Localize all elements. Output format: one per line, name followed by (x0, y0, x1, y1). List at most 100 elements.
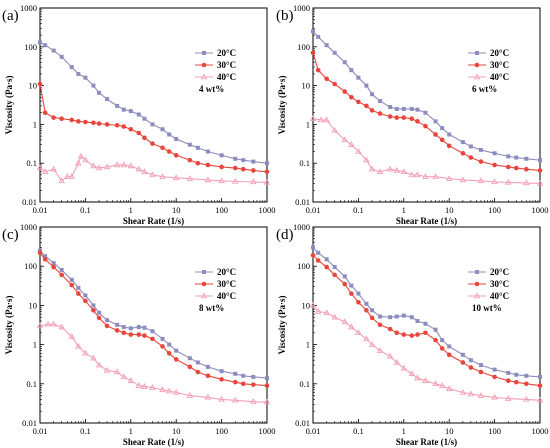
data-point-square (492, 367, 497, 372)
y-tick-label: 10 (29, 300, 38, 310)
y-tick-label: 100 (297, 42, 310, 52)
data-point-circle (251, 168, 256, 173)
data-point-square (506, 154, 511, 159)
data-point-circle (128, 332, 134, 337)
data-point-circle (401, 115, 407, 120)
legend-label: 30°C (217, 279, 236, 289)
data-point-circle (76, 119, 81, 124)
data-point-circle (128, 126, 134, 132)
data-point-circle (332, 81, 337, 87)
data-point-circle (415, 332, 420, 337)
data-point-circle (377, 111, 383, 116)
data-point-square (251, 159, 256, 164)
data-point-circle (166, 149, 172, 154)
data-point-square (241, 373, 246, 378)
data-point-square (478, 363, 483, 368)
data-point-triangle (386, 352, 394, 359)
data-point-circle (104, 323, 110, 329)
data-point-circle (142, 135, 147, 141)
data-point-circle (394, 115, 400, 120)
data-point-square (128, 109, 133, 114)
data-point-circle (446, 352, 452, 358)
plot-frame (312, 7, 541, 203)
plot-frame (39, 226, 268, 424)
x-tick-label: 1000 (259, 426, 276, 436)
data-point-circle (150, 336, 155, 342)
data-point-circle (96, 315, 102, 321)
y-tick-label: 1000 (20, 3, 37, 13)
data-point-circle (369, 108, 375, 113)
data-point-circle (219, 164, 224, 170)
data-point-square (514, 372, 519, 377)
data-point-circle (91, 120, 96, 126)
y-axis-title: Viscosity (Pa·s) (277, 76, 287, 135)
data-point-circle (492, 162, 497, 168)
data-point-triangle (414, 171, 421, 178)
panel-label: (d) (276, 227, 294, 243)
data-point-triangle (477, 177, 485, 184)
data-point-square (59, 267, 64, 272)
data-point-circle (114, 328, 120, 333)
data-point-triangle (58, 323, 65, 330)
data-point-circle (324, 264, 329, 270)
data-point-square (415, 318, 420, 323)
data-point-triangle (90, 354, 97, 361)
data-point-triangle (95, 361, 103, 368)
y-tick-label: 1 (33, 340, 37, 350)
legend-marker (475, 51, 479, 55)
legend-label: 40°C (217, 291, 236, 301)
data-point-circle (478, 159, 484, 164)
x-tick-label: 0.01 (306, 426, 321, 436)
data-point-square (251, 374, 256, 379)
data-point-square (524, 373, 529, 378)
data-point-square (478, 147, 483, 152)
legend-label: 30°C (490, 60, 509, 70)
data-point-square (356, 291, 361, 296)
data-point-square (233, 371, 238, 376)
data-point-triangle (44, 320, 52, 327)
data-point-square (311, 245, 315, 250)
data-point-circle (205, 373, 211, 379)
data-point-triangle (309, 301, 317, 308)
legend-marker (201, 62, 207, 68)
data-point-square (468, 144, 473, 149)
data-point-triangle (491, 178, 498, 185)
x-axis-title: Shear Rate (1/s) (396, 216, 457, 226)
data-point-triangle (523, 179, 530, 186)
data-point-circle (423, 123, 428, 129)
data-point-circle (409, 116, 415, 122)
legend-label: 20°C (217, 48, 236, 58)
data-point-circle (219, 377, 224, 382)
legend-marker (474, 62, 480, 68)
data-point-circle (96, 121, 102, 126)
data-point-circle (324, 76, 329, 82)
data-point-square (43, 43, 48, 48)
data-point-circle (142, 333, 147, 338)
data-point-triangle (393, 166, 401, 173)
data-point-circle (423, 330, 428, 336)
data-point-triangle (141, 168, 148, 175)
y-tick-label: 0.1 (26, 379, 37, 389)
data-point-triangle (75, 342, 82, 349)
data-point-circle (387, 114, 393, 119)
data-point-square (370, 308, 375, 313)
data-point-square (370, 92, 375, 97)
data-point-triangle (331, 313, 338, 320)
data-point-circle (251, 382, 256, 387)
legend-marker (473, 73, 481, 80)
legend-marker (201, 281, 207, 287)
data-point-circle (468, 365, 474, 370)
data-point-circle (524, 166, 529, 172)
data-point-triangle (172, 388, 180, 395)
data-point-circle (232, 379, 238, 385)
y-axis-title: Viscosity (Pa·s) (4, 76, 14, 135)
data-point-circle (114, 122, 120, 128)
data-point-square (524, 156, 529, 161)
data-point-square (136, 325, 141, 330)
data-point-square (38, 40, 42, 45)
data-point-square (105, 97, 110, 102)
data-point-square (76, 71, 81, 76)
legend-marker (474, 281, 480, 287)
data-point-circle (468, 155, 474, 160)
data-point-circle (59, 116, 64, 122)
